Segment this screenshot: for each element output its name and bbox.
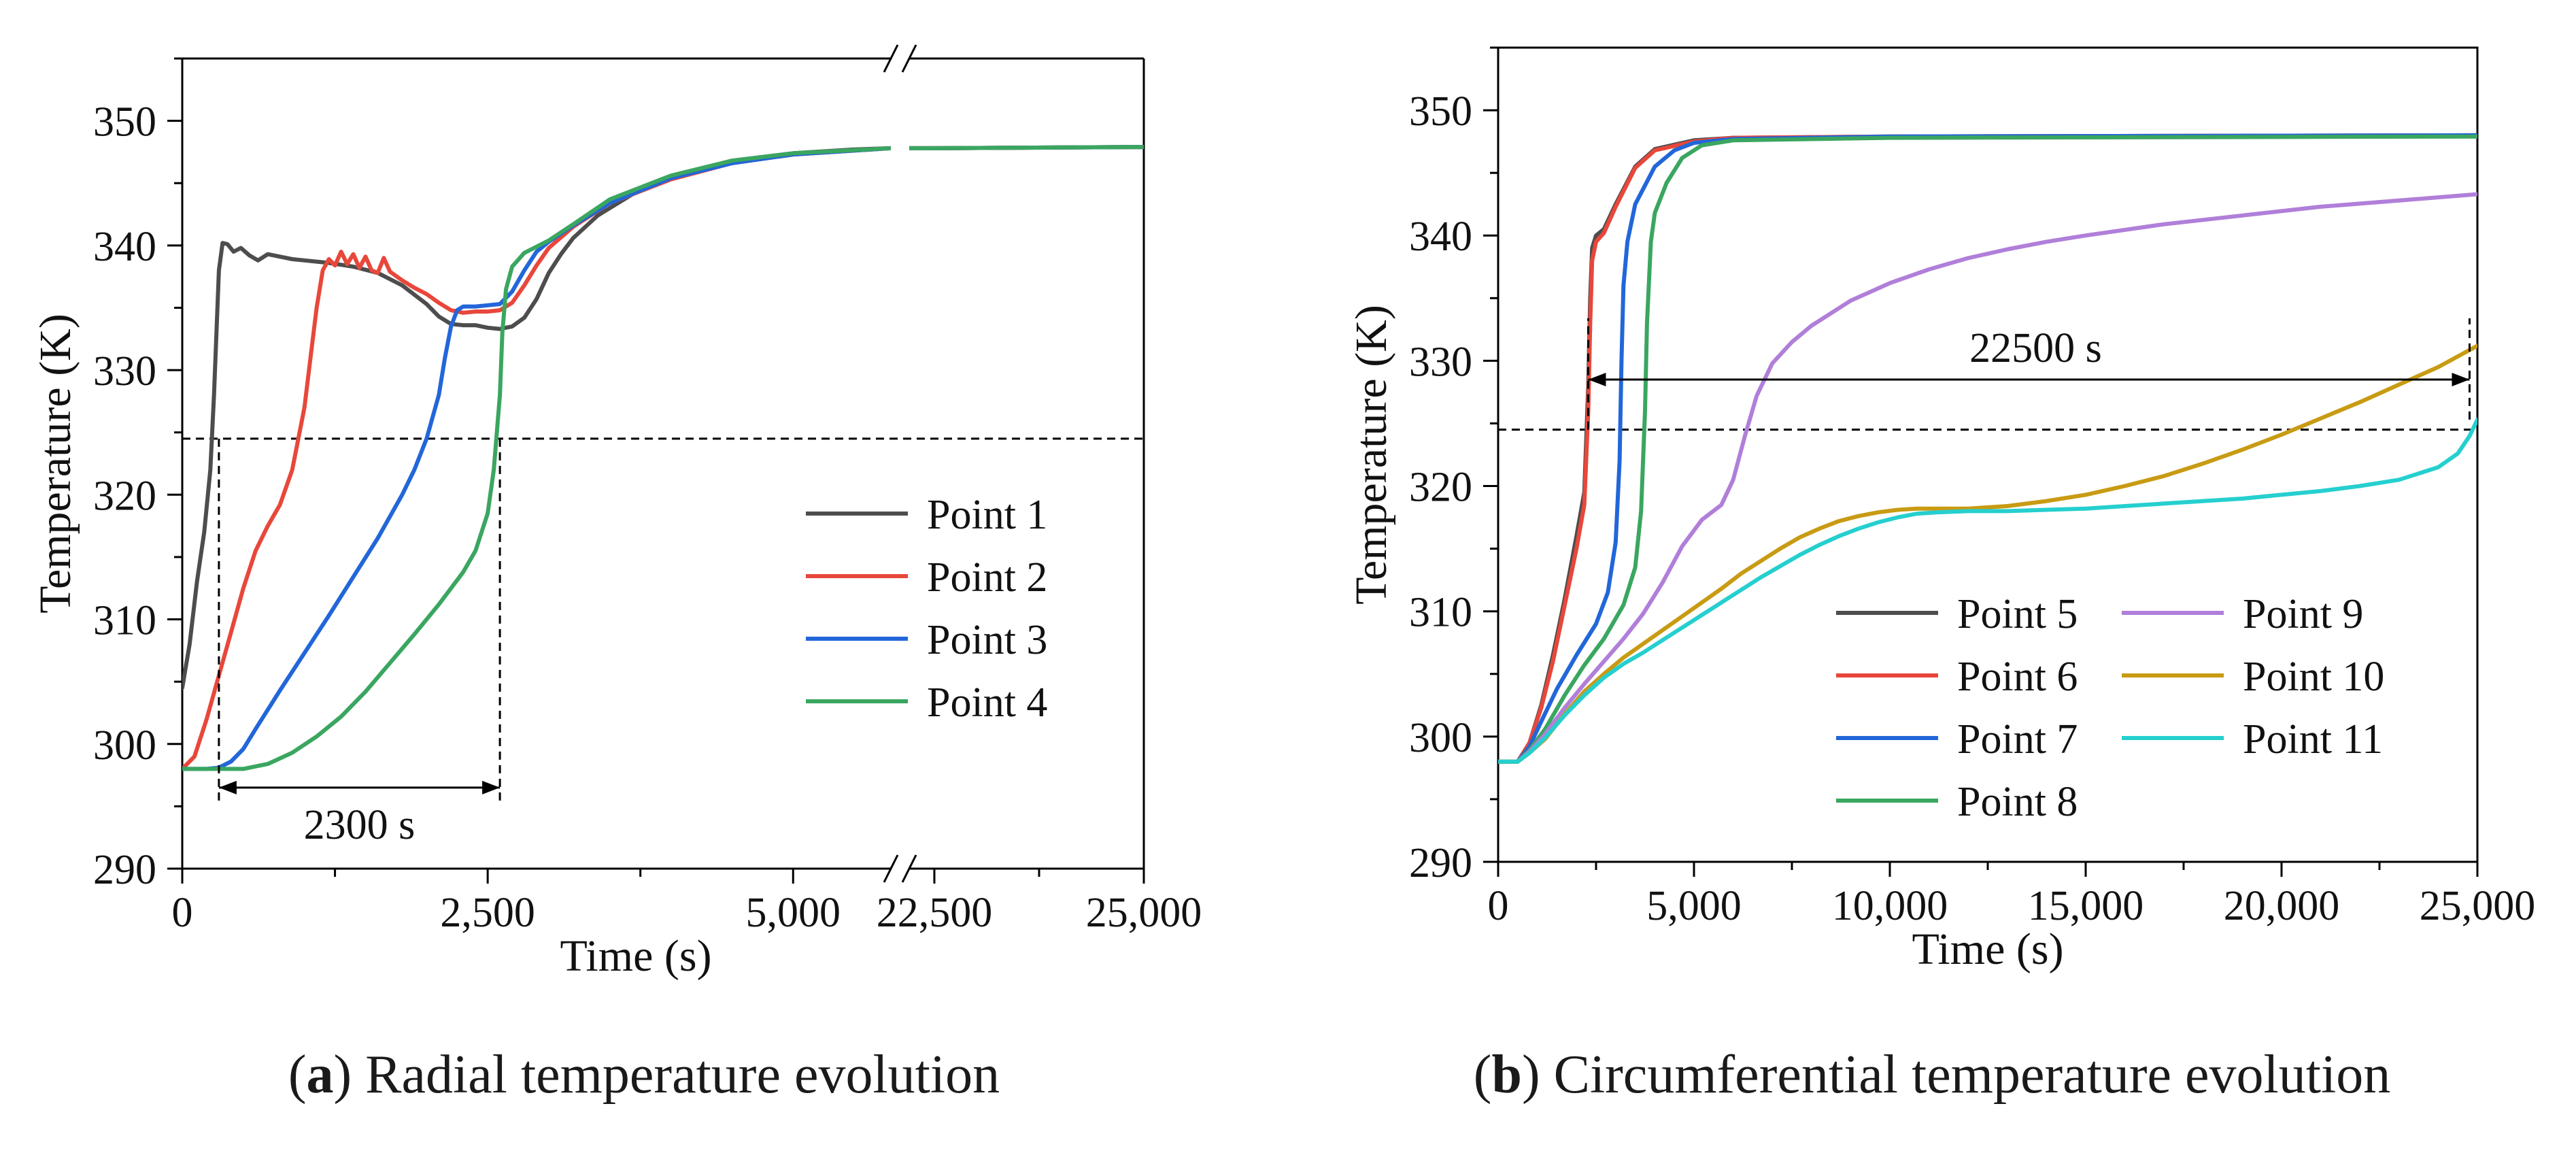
axis-break-mark [883, 44, 899, 73]
duration-annotation: 22500 s [1587, 318, 2471, 430]
chart-radial-temperature: 290 300 310 320 330 340 350 0 2,500 5,000 22,500 25… [31, 44, 1202, 981]
y-tick-label: 350 [93, 99, 156, 146]
series-line-point-2 [182, 145, 1144, 771]
legend-item-point-9: Point 9 [2122, 591, 2363, 637]
y-tick-label: 350 [1409, 88, 1472, 135]
x-axis-ticks: 0 2,500 5,000 22,500 25,000 [172, 869, 1202, 936]
legend-label: Point 5 [1957, 591, 2078, 637]
legend-item-point-3: Point 3 [806, 617, 1047, 663]
y-tick-label: 310 [93, 598, 156, 644]
legend-item-point-7: Point 7 [1836, 716, 2078, 763]
annotation-arrowhead-right [2452, 373, 2470, 387]
axis-break-mark [901, 854, 917, 883]
x-tick-label: 25,000 [1086, 890, 1202, 936]
series-line-point-3 [182, 145, 1144, 771]
y-tick-label: 330 [1409, 339, 1472, 385]
legend-label: Point 9 [2243, 591, 2363, 637]
legend-label: Point 2 [927, 554, 1047, 601]
y-tick-label: 310 [1409, 590, 1472, 636]
x-tick-label: 10,000 [1832, 883, 1948, 929]
y-tick-label: 330 [93, 348, 156, 395]
series-group [1498, 133, 2477, 764]
x-axis-ticks: 0 5,000 10,000 15,000 20,000 25,000 [1488, 862, 2536, 929]
caption-a-text: Radial temperature evolution [352, 1045, 1000, 1105]
y-tick-label: 340 [1409, 214, 1472, 260]
series-line-point-7 [1498, 133, 2477, 764]
legend-label: Point 3 [927, 617, 1047, 663]
chart-circumferential-temperature: 290 300 310 320 330 340 350 0 5,000 10,000 15,000 2… [1346, 46, 2536, 974]
series-line-point-6 [1498, 133, 2477, 764]
x-axis-label: Time (s) [560, 931, 711, 981]
y-tick-label: 290 [93, 847, 156, 893]
y-tick-label: 340 [93, 224, 156, 270]
axes-frame [181, 44, 1145, 883]
annotation-arrowhead-right [482, 780, 501, 794]
legend-item-point-4: Point 4 [806, 680, 1047, 726]
y-tick-label: 320 [1409, 465, 1472, 511]
legend: Point 5 Point 6 Point 7 Point 8 Point 9 Point… [1836, 591, 2384, 825]
series-line-point-1 [182, 145, 1144, 690]
x-tick-label: 22,500 [877, 890, 993, 936]
caption-b-open: ( [1473, 1045, 1492, 1105]
legend-item-point-6: Point 6 [1836, 654, 2078, 700]
y-tick-label: 320 [93, 473, 156, 519]
series-line-point-10 [1498, 344, 2477, 764]
legend-label: Point 4 [927, 680, 1047, 726]
x-axis-label: Time (s) [1912, 924, 2063, 974]
series-line-point-9 [1498, 192, 2477, 764]
y-tick-label: 300 [93, 722, 156, 769]
x-tick-label: 15,000 [2028, 883, 2144, 929]
x-tick-label: 2,500 [440, 890, 535, 936]
y-tick-label: 300 [1409, 715, 1472, 761]
legend-label: Point 6 [1957, 654, 2078, 700]
annotation-label: 2300 s [304, 802, 416, 848]
legend-item-point-1: Point 1 [806, 492, 1047, 538]
y-axis-ticks: 290 300 310 320 330 340 350 [93, 57, 182, 893]
caption-a-close: ) [333, 1045, 352, 1105]
series-line-point-11 [1498, 417, 2477, 764]
axis-break-mark [901, 44, 917, 73]
caption-b-text: Circumferential temperature evolution [1540, 1045, 2391, 1105]
caption-b: (b) Circumferential temperature evolutio… [1288, 1044, 2576, 1105]
caption-a: (a) Radial temperature evolution [0, 1044, 1288, 1105]
legend-label: Point 8 [1957, 779, 2078, 825]
caption-a-open: ( [288, 1045, 307, 1105]
legend-item-point-5: Point 5 [1836, 591, 2078, 637]
legend-label: Point 11 [2243, 716, 2383, 763]
legend-label: Point 10 [2243, 654, 2384, 700]
axis-break-mark [883, 854, 899, 883]
x-tick-label: 20,000 [2224, 883, 2340, 929]
legend-item-point-8: Point 8 [1836, 779, 2078, 825]
y-tick-label: 290 [1409, 840, 1472, 886]
x-tick-label: 0 [1488, 883, 1509, 929]
caption-b-close: ) [1521, 1045, 1540, 1105]
legend: Point 1 Point 2 Point 3 Point 4 [806, 492, 1047, 726]
annotation-label: 22500 s [1969, 325, 2102, 371]
legend-label: Point 1 [927, 492, 1047, 538]
legend-item-point-10: Point 10 [2122, 654, 2384, 700]
legend-item-point-2: Point 2 [806, 554, 1047, 601]
series-group [182, 145, 1144, 771]
annotation-arrowhead-left [218, 780, 237, 794]
legend-label: Point 7 [1957, 716, 2078, 763]
series-line-point-8 [1498, 134, 2477, 764]
y-axis-label: Temperature (K) [1346, 305, 1396, 605]
x-tick-label: 25,000 [2420, 883, 2536, 929]
y-axis-label: Temperature (K) [31, 314, 80, 614]
x-tick-label: 5,000 [1646, 883, 1742, 929]
x-tick-label: 0 [172, 890, 193, 936]
y-axis-ticks: 290 300 310 320 330 340 350 [1409, 46, 1498, 886]
legend-item-point-11: Point 11 [2122, 716, 2383, 763]
series-line-point-4 [182, 145, 1144, 771]
caption-a-letter: a [306, 1045, 334, 1105]
x-tick-label: 5,000 [746, 890, 841, 936]
annotation-arrowhead-left [1588, 373, 1606, 387]
duration-annotation: 2300 s [218, 438, 501, 848]
caption-b-letter: b [1491, 1045, 1522, 1105]
